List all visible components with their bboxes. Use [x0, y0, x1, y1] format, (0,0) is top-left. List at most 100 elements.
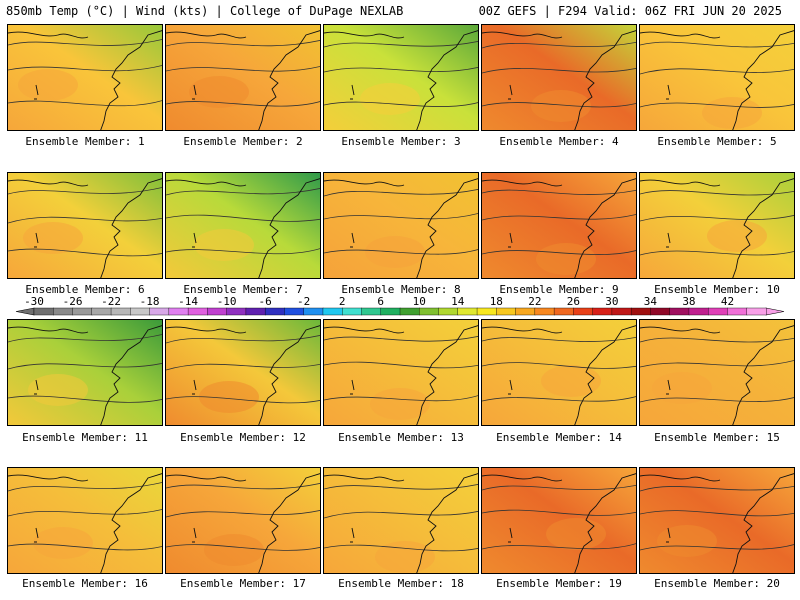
colorbar-swatch [361, 307, 382, 316]
ensemble-member-label: Ensemble Member: 6 [25, 283, 145, 296]
colorbar-swatch [91, 307, 112, 316]
coastline [166, 325, 320, 425]
temperature-field [640, 320, 794, 425]
temperature-field [8, 173, 162, 278]
ensemble-member-label: Ensemble Member: 5 [657, 135, 777, 148]
temperature-blob [28, 374, 88, 406]
coastline [324, 325, 478, 425]
coastline [166, 178, 320, 278]
ensemble-member-label: Ensemble Member: 3 [341, 135, 461, 148]
ensemble-member-label: Ensemble Member: 16 [22, 577, 148, 590]
colorbar-swatch [438, 307, 459, 316]
colorbar-swatch [226, 307, 247, 316]
colorbar-swatch [592, 307, 613, 316]
colorbar-tick-label: 22 [528, 296, 541, 308]
coastline [482, 178, 636, 278]
coastline [324, 178, 478, 278]
colorbar-swatch [611, 307, 632, 316]
colorbar-tick-label: -22 [101, 296, 121, 308]
ensemble-map-panel [7, 467, 163, 574]
height-contours [482, 336, 636, 402]
colorbar-tick-label: -30 [24, 296, 44, 308]
temperature-blob [33, 527, 93, 559]
colorbar-swatch [33, 307, 54, 316]
temperature-blob [536, 243, 596, 275]
coastline [640, 30, 794, 130]
coastline [166, 30, 320, 130]
ensemble-map-panel [639, 24, 795, 131]
temperature-field [640, 468, 794, 573]
coastline [166, 473, 320, 573]
colorbar-swatch [342, 307, 363, 316]
colorbar-swatch [245, 307, 266, 316]
ensemble-map-panel [639, 172, 795, 279]
colorbar-tick-label: 42 [721, 296, 734, 308]
temperature-blob [546, 518, 606, 550]
colorbar-swatch [688, 307, 709, 316]
ensemble-map-panel [165, 319, 321, 426]
colorbar-tick-label: 2 [339, 296, 346, 308]
ensemble-map-panel [323, 172, 479, 279]
colorbar-tick-label: 34 [644, 296, 658, 308]
ensemble-member-label: Ensemble Member: 10 [654, 283, 780, 296]
colorbar-swatch [168, 307, 189, 316]
ensemble-map-panel [165, 467, 321, 574]
colorbar-swatch [630, 307, 652, 316]
colorbar-left-arrow [15, 307, 35, 316]
colorbar-tick-label: -2 [297, 296, 310, 308]
ensemble-map-panel [7, 172, 163, 279]
temperature-blob [18, 69, 78, 101]
colorbar-swatch [650, 307, 671, 316]
coastline [8, 30, 162, 130]
coastline [8, 178, 162, 278]
height-contours [640, 41, 794, 108]
temperature-field [166, 173, 320, 278]
colorbar-swatch [380, 307, 401, 316]
ensemble-member-label: Ensemble Member: 11 [22, 431, 148, 444]
colorbar-tick-label: -18 [140, 296, 160, 308]
colorbar-tick-label: 6 [377, 296, 384, 308]
temperature-blob [370, 388, 430, 420]
coastline [482, 325, 636, 425]
height-contours [482, 484, 636, 550]
ensemble-map-panel [481, 467, 637, 574]
coastline [640, 325, 794, 425]
model-run-info: 00Z GEFS | F294 Valid: 06Z FRI JUN 20 20… [478, 4, 782, 18]
ensemble-map-panel [165, 172, 321, 279]
temperature-blob [531, 90, 591, 122]
colorbar-swatch [72, 307, 93, 316]
colorbar-swatch [457, 307, 478, 316]
ensemble-member-label: Ensemble Member: 18 [338, 577, 464, 590]
coastline [324, 30, 478, 130]
colorbar-swatch [708, 307, 729, 316]
height-contours [8, 482, 162, 551]
ensemble-map-panel [481, 172, 637, 279]
colorbar-tick-label: -10 [217, 296, 237, 308]
height-contours [8, 334, 162, 403]
temperature-blob [360, 83, 420, 115]
ensemble-member-label: Ensemble Member: 7 [183, 283, 303, 296]
temperature-field [324, 25, 478, 130]
temperature-blob [204, 534, 264, 566]
colorbar-swatch [476, 307, 497, 316]
ensemble-map-panel [323, 24, 479, 131]
ensemble-member-label: Ensemble Member: 1 [25, 135, 145, 148]
coastline [482, 473, 636, 573]
colorbar-swatch [553, 307, 574, 316]
colorbar-tick-label: -14 [178, 296, 198, 308]
ensemble-member-label: Ensemble Member: 4 [499, 135, 619, 148]
ensemble-member-label: Ensemble Member: 12 [180, 431, 306, 444]
colorbar-swatch [149, 307, 170, 316]
temperature-blob [657, 525, 717, 557]
colorbar-swatch [496, 307, 517, 316]
ensemble-map-panel [639, 319, 795, 426]
height-contours [640, 485, 794, 551]
ensemble-map-panel [7, 24, 163, 131]
ensemble-map-panel [323, 319, 479, 426]
temperature-colorbar: -30 -26 -22 -18 -14 -10 -6 -2 2 6 10 14 18 22 26 30 34 38… [15, 296, 785, 316]
colorbar-tick-label: 10 [413, 296, 426, 308]
height-contours [640, 337, 794, 403]
colorbar-tick-label: -6 [259, 296, 272, 308]
ensemble-member-label: Ensemble Member: 15 [654, 431, 780, 444]
temperature-field [166, 25, 320, 130]
